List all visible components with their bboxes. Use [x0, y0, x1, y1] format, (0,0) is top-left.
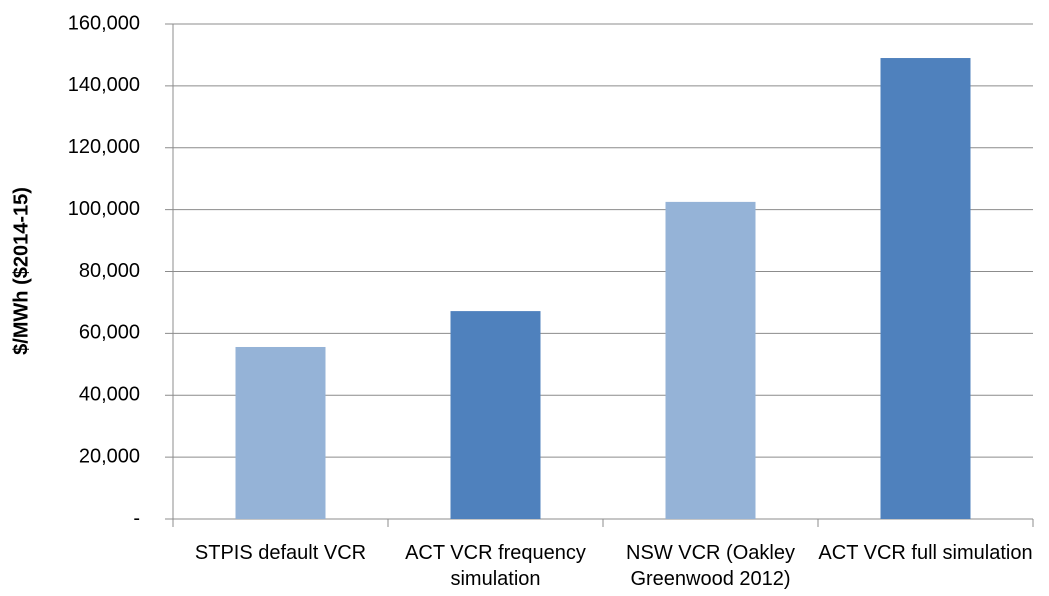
y-tick-label: 60,000	[79, 322, 140, 344]
y-tick-label: 140,000	[68, 74, 140, 96]
y-tick-label: 80,000	[79, 260, 140, 282]
y-tick-label: -	[133, 507, 140, 529]
y-tick-label: 120,000	[68, 136, 140, 158]
y-tick-label: 100,000	[68, 198, 140, 220]
y-axis-label: $/MWh ($2014-15)	[10, 187, 32, 355]
bar	[235, 346, 326, 519]
y-tick-label: 160,000	[68, 12, 140, 34]
x-tick-label: STPIS default VCR	[194, 542, 367, 564]
y-tick-label: 20,000	[79, 445, 140, 467]
x-tick-label: ACT VCR frequency simulation	[405, 542, 586, 590]
bar	[450, 311, 541, 519]
x-tick-label: ACT VCR full simulation	[818, 542, 1033, 564]
bar	[880, 58, 971, 519]
y-tick-label: 40,000	[79, 384, 140, 406]
bar	[665, 201, 756, 519]
x-tick-label: NSW VCR (Oakley Greenwood 2012)	[626, 542, 795, 590]
